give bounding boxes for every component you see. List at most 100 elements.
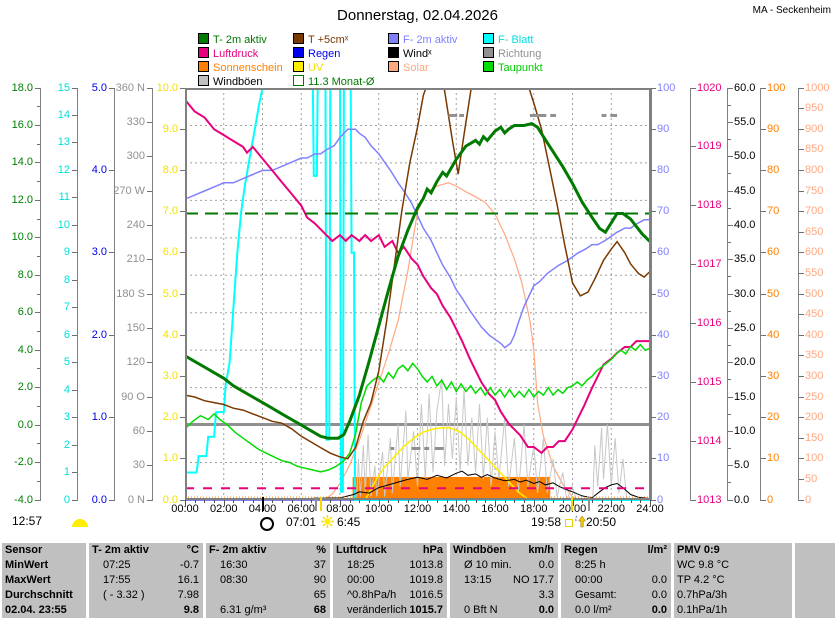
axis-tick-label: 800 (805, 163, 824, 176)
axis-tick-label: 9.0 (162, 122, 178, 135)
legend-item-uv[interactable]: UV (293, 61, 323, 74)
axis-tick-label: 10.0 (734, 424, 756, 437)
axis-tick (799, 231, 804, 233)
table-row: 0.0 l/m² 0.0 (561, 603, 671, 618)
axis-tick-label: 25.0 (734, 321, 756, 334)
axis-tick (72, 389, 77, 391)
table-cell-value: 9.8 (183, 604, 199, 616)
series-wind (185, 470, 651, 500)
axis-tick (691, 322, 696, 324)
table-cell-label: 13:15 (464, 574, 492, 586)
axis-tick (72, 499, 77, 501)
table-cell: MaxWert (5, 574, 51, 586)
x-axis-label: 22:00 (597, 503, 626, 515)
axis-line-°C (40, 88, 41, 501)
axis-tick (761, 293, 766, 295)
axis-tick-label: 360 N (115, 81, 145, 94)
legend-item-t-5cm-[interactable]: T +5cmˣ (293, 33, 348, 46)
legend-item-11-3-monat-[interactable]: 11.3 Monat-Ø (293, 75, 374, 88)
legend-item-f-blatt[interactable]: F- Blatt (483, 33, 533, 46)
axis-tick-label: 1017 (697, 258, 722, 271)
page-title: Donnerstag, 02.04.2026 (337, 7, 498, 24)
table-header-unit: % (316, 544, 326, 556)
table-row: F- 2m aktiv% (206, 543, 330, 558)
legend-item-windb-en[interactable]: Windböen (198, 75, 263, 88)
sunshine-block (352, 476, 551, 499)
legend-item-f-2m-aktiv[interactable]: F- 2m aktiv (388, 33, 457, 46)
axis-tick-label: 750 (805, 184, 824, 197)
x-axis-tick (310, 500, 312, 503)
x-axis-tick (620, 500, 622, 503)
axis-tick (761, 211, 766, 213)
axis-tick (728, 396, 733, 398)
legend-item-taupunkt[interactable]: Taupunkt (483, 61, 543, 74)
axis-tick (651, 499, 656, 501)
legend-item-wind-[interactable]: Windˣ (388, 47, 432, 60)
table-cell-label: Gesamt: (575, 589, 617, 601)
axis-tick-label: 14.0 (11, 156, 33, 169)
axis-tick-label: 200 (805, 411, 824, 424)
axis-tick-label: 10.0 (156, 81, 178, 94)
legend-item-sonnenschein[interactable]: Sonnenschein (198, 61, 283, 74)
table-cell-label: 08:30 (220, 574, 248, 586)
legend-item-luftdruck[interactable]: Luftdruck (198, 47, 258, 60)
axis-line-l/m² (114, 88, 115, 501)
axis-tick (761, 334, 766, 336)
series-t-2m-aktiv (185, 121, 652, 440)
axis-tick (799, 252, 804, 254)
x-axis-tick (427, 500, 429, 503)
axis-tick (109, 252, 114, 254)
x-axis-label: 18:00 (519, 503, 548, 515)
axis-tick (799, 458, 804, 460)
legend-item-t-2m-aktiv[interactable]: T- 2m aktiv (198, 33, 267, 46)
x-axis-tick (553, 500, 555, 503)
axis-tick-label: 0.0 (734, 493, 750, 506)
table-cell-value: 0.0 (651, 604, 667, 616)
axis-tick (761, 128, 766, 130)
axis-tick-label: 16.0 (11, 118, 33, 131)
axis-tick-label: 3.0 (91, 246, 107, 259)
axis-tick (180, 252, 185, 254)
plot-area[interactable] (185, 88, 652, 501)
x-axis-tick (514, 500, 516, 503)
axis-tick (35, 199, 40, 201)
day-length: 12:57 (12, 514, 43, 528)
axis-tick (651, 417, 656, 419)
x-axis-tick (281, 500, 283, 503)
axis-tick-label: 1019 (697, 140, 722, 153)
x-axis-tick (330, 500, 332, 503)
table-row: 16:30 37 (206, 558, 330, 573)
axis-tick-label: 10 (57, 218, 70, 231)
axis-tick (109, 417, 114, 419)
axis-tick (35, 162, 40, 164)
table-header-label: Regen (564, 544, 598, 556)
legend-item-richtung[interactable]: Richtung (483, 47, 541, 60)
axis-tick-label: 55.0 (734, 115, 756, 128)
legend-item-regen[interactable]: Regen (293, 47, 341, 60)
axis-tick (799, 396, 804, 398)
axis-tick (799, 149, 804, 151)
moonrise-time: 20:50 (586, 515, 617, 529)
x-axis-label: 02:00 (209, 503, 238, 515)
axis-tick (728, 156, 733, 158)
legend-label: Regen (308, 48, 341, 60)
axis-tick-label: 8 (63, 273, 70, 286)
x-axis-tick (582, 500, 584, 503)
table-cell: PMV 0:9 (677, 544, 720, 556)
table-cell-value: 90 (313, 574, 326, 586)
axis-tick-label: 40.0 (734, 218, 756, 231)
axis-tick-label: 2.0 (91, 328, 107, 341)
table-row: 18:25 1013.8 (333, 558, 447, 573)
axis-tick-label: 600 (805, 246, 824, 259)
axis-tick-label: 3.0 (162, 369, 178, 382)
axis-tick-label: 60 (657, 246, 670, 259)
axis-tick (691, 381, 696, 383)
series-f-2m-aktiv (185, 128, 650, 349)
axis-tick (35, 387, 40, 389)
axis-tick-label: 5.0 (91, 81, 107, 94)
sunrise-time: 07:01 (286, 515, 317, 529)
table-row: 0 Bft N 0.0 (450, 603, 558, 618)
legend-item-solar[interactable]: Solar (388, 61, 429, 74)
axis-tick (728, 224, 733, 226)
